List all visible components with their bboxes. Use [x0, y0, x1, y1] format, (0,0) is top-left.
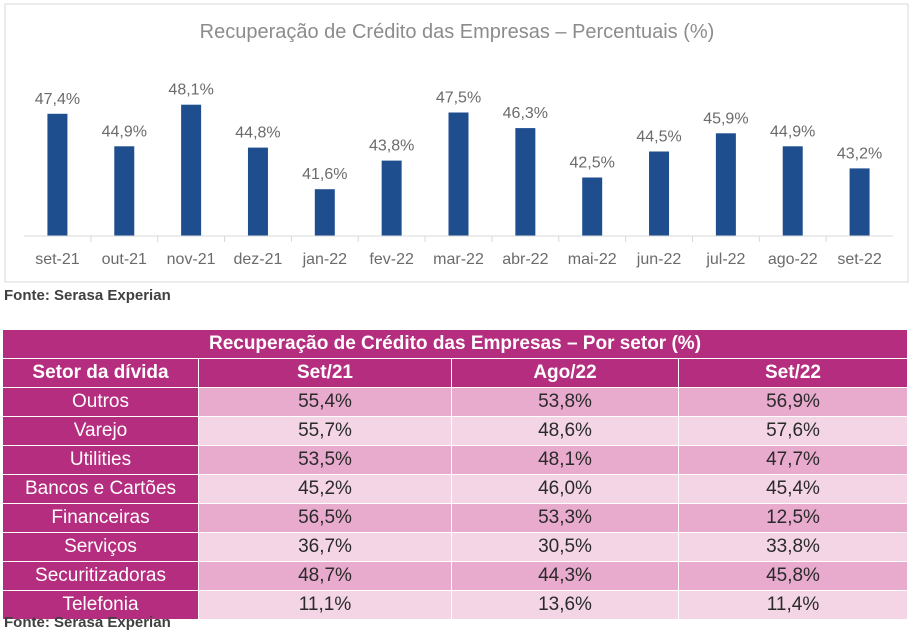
data-label-mar-22: 47,5% — [436, 90, 481, 107]
header-set21: Set/21 — [198, 358, 452, 388]
sector-name-cell: Outros — [2, 387, 199, 417]
chart-title: Recuperação de Crédito das Empresas – Pe… — [200, 21, 715, 43]
header-ago22: Ago/22 — [451, 358, 679, 388]
x-tick-label-jan-22: jan-22 — [302, 251, 348, 268]
data-label-set-22: 43,2% — [837, 145, 882, 162]
data-label-jun-22: 44,5% — [636, 129, 681, 146]
x-tick-label-set-22: set-22 — [837, 251, 882, 268]
sector-name-cell: Varejo — [2, 416, 199, 446]
value-cell: 48,6% — [451, 416, 679, 446]
value-cell: 53,3% — [451, 503, 679, 533]
chart-source: Fonte: Serasa Experian — [4, 287, 171, 304]
bar-ago-22 — [782, 146, 803, 236]
value-cell: 57,6% — [678, 416, 908, 446]
bar-fev-22 — [381, 160, 402, 236]
value-cell: 46,0% — [451, 474, 679, 504]
data-label-fev-22: 43,8% — [369, 138, 414, 155]
x-tick-label-jun-22: jun-22 — [636, 251, 682, 268]
data-label-nov-21: 48,1% — [168, 82, 213, 99]
x-tick-label-mai-22: mai-22 — [568, 251, 617, 268]
table-title: Recuperação de Crédito das Empresas – Po… — [2, 329, 908, 359]
bar-jun-22 — [649, 151, 670, 236]
sector-name-cell: Telefonia — [2, 590, 199, 620]
sector-name-cell: Utilities — [2, 445, 199, 475]
data-label-ago-22: 44,9% — [770, 123, 815, 140]
value-cell: 33,8% — [678, 532, 908, 562]
header-sector: Setor da dívida — [2, 358, 199, 388]
bar-jan-22 — [314, 189, 335, 236]
bar-mar-22 — [448, 112, 469, 236]
value-cell: 45,4% — [678, 474, 908, 504]
value-cell: 11,4% — [678, 590, 908, 620]
table-row: Outros 55,4% 53,8% 56,9% — [2, 387, 908, 417]
header-set22: Set/22 — [678, 358, 908, 388]
bar-jul-22 — [715, 133, 736, 236]
bar-set-21 — [47, 113, 68, 236]
value-cell: 12,5% — [678, 503, 908, 533]
x-tick-label-ago-22: ago-22 — [768, 251, 818, 268]
value-cell: 47,7% — [678, 445, 908, 475]
value-cell: 30,5% — [451, 532, 679, 562]
value-cell: 53,8% — [451, 387, 679, 417]
table-row: Securitizadoras 48,7% 44,3% 45,8% — [2, 561, 908, 591]
sector-name-cell: Financeiras — [2, 503, 199, 533]
bar-chart: Recuperação de Crédito das Empresas – Pe… — [0, 0, 913, 285]
data-label-jul-22: 45,9% — [703, 110, 748, 127]
value-cell: 11,1% — [198, 590, 452, 620]
bar-chart-svg: Recuperação de Crédito das Empresas – Pe… — [4, 3, 909, 283]
value-cell: 56,5% — [198, 503, 452, 533]
value-cell: 45,8% — [678, 561, 908, 591]
bar-nov-21 — [181, 104, 202, 236]
data-label-jan-22: 41,6% — [302, 166, 347, 183]
table-source: Fonte: Serasa Experian — [4, 614, 171, 631]
x-tick-label-set-21: set-21 — [35, 251, 80, 268]
bars-group: 47,4% set-21 44,9% out-21 48,1% nov-21 44,8% de… — [35, 82, 883, 268]
value-cell: 48,1% — [451, 445, 679, 475]
table-row: Financeiras 56,5% 53,3% 12,5% — [2, 503, 908, 533]
data-label-out-21: 44,9% — [102, 123, 147, 140]
value-cell: 55,4% — [198, 387, 452, 417]
value-cell: 48,7% — [198, 561, 452, 591]
table-row: Telefonia 11,1% 13,6% 11,4% — [2, 590, 908, 620]
bar-dez-21 — [247, 147, 268, 236]
value-cell: 56,9% — [678, 387, 908, 417]
table-row: Utilities 53,5% 48,1% 47,7% — [2, 445, 908, 475]
x-tick-label-nov-21: nov-21 — [167, 251, 216, 268]
table-row: Varejo 55,7% 48,6% 57,6% — [2, 416, 908, 446]
table-row: Serviços 36,7% 30,5% 33,8% — [2, 532, 908, 562]
x-tick-label-out-21: out-21 — [102, 251, 147, 268]
data-label-abr-22: 46,3% — [503, 105, 548, 122]
x-tick-label-fev-22: fev-22 — [369, 251, 414, 268]
value-cell: 36,7% — [198, 532, 452, 562]
sector-name-cell: Bancos e Cartões — [2, 474, 199, 504]
value-cell: 53,5% — [198, 445, 452, 475]
table-body: Outros 55,4% 53,8% 56,9% Varejo 55,7% 48,6% 57,… — [2, 387, 908, 620]
bar-abr-22 — [515, 128, 536, 236]
value-cell: 13,6% — [451, 590, 679, 620]
x-tick-label-mar-22: mar-22 — [433, 251, 484, 268]
data-label-mai-22: 42,5% — [570, 155, 615, 172]
x-tick-label-dez-21: dez-21 — [234, 251, 283, 268]
value-cell: 55,7% — [198, 416, 452, 446]
sector-name-cell: Securitizadoras — [2, 561, 199, 591]
value-cell: 45,2% — [198, 474, 452, 504]
bar-mai-22 — [582, 177, 603, 236]
x-tick-label-abr-22: abr-22 — [502, 251, 548, 268]
sector-table: Recuperação de Crédito das Empresas – Po… — [2, 329, 908, 620]
table-row: Bancos e Cartões 45,2% 46,0% 45,4% — [2, 474, 908, 504]
x-tick-label-jul-22: jul-22 — [705, 251, 745, 268]
value-cell: 44,3% — [451, 561, 679, 591]
data-label-set-21: 47,4% — [35, 91, 80, 108]
bar-out-21 — [114, 146, 135, 236]
data-label-dez-21: 44,8% — [235, 125, 280, 142]
bar-set-22 — [849, 168, 870, 236]
sector-name-cell: Serviços — [2, 532, 199, 562]
